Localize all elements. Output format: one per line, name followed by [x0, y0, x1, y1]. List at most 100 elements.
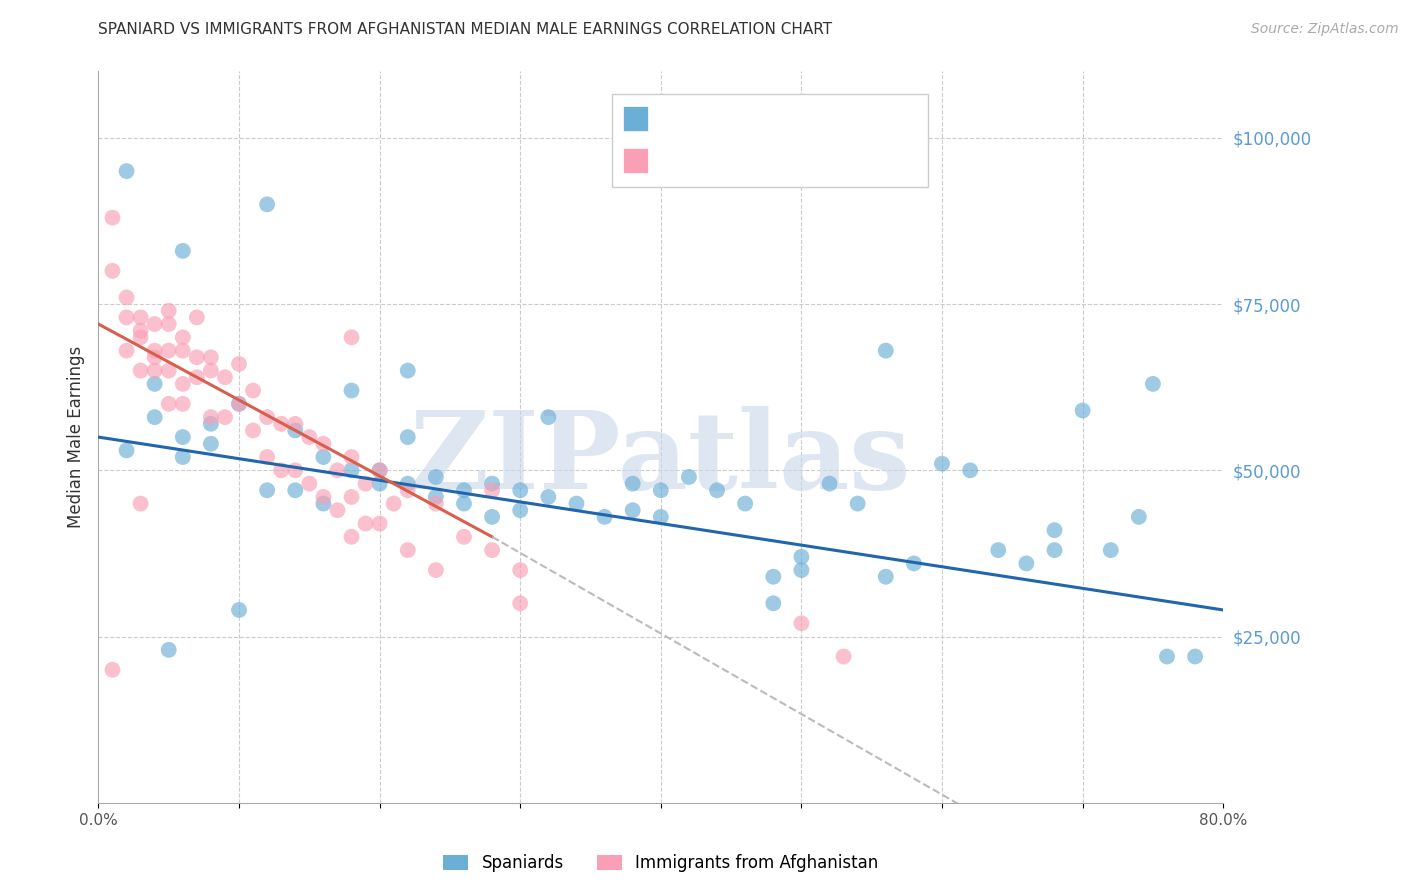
Point — [157, 643, 180, 657]
Point — [101, 264, 124, 278]
Point — [284, 424, 307, 438]
Text: R =: R = — [657, 153, 690, 168]
Point — [650, 509, 672, 524]
Point — [172, 330, 194, 344]
Point — [284, 463, 307, 477]
Point — [143, 343, 166, 358]
Point — [312, 490, 335, 504]
Point — [818, 476, 841, 491]
Point — [228, 603, 250, 617]
Point — [509, 503, 531, 517]
Point — [143, 317, 166, 331]
Point — [382, 497, 405, 511]
Point — [186, 310, 208, 325]
Point — [1015, 557, 1038, 571]
Point — [396, 363, 419, 377]
Point — [453, 497, 475, 511]
Text: R =: R = — [657, 112, 690, 126]
Point — [157, 317, 180, 331]
Point — [354, 516, 377, 531]
Point — [129, 330, 152, 344]
Text: -0.407: -0.407 — [699, 153, 754, 168]
Point — [509, 563, 531, 577]
Point — [172, 343, 194, 358]
Point — [875, 570, 897, 584]
Point — [228, 397, 250, 411]
Point — [340, 450, 363, 464]
Point — [200, 417, 222, 431]
Point — [1156, 649, 1178, 664]
Point — [143, 363, 166, 377]
Point — [172, 450, 194, 464]
Point — [1043, 543, 1066, 558]
Point — [621, 476, 644, 491]
Point — [256, 410, 278, 425]
Point — [1099, 543, 1122, 558]
Point — [481, 483, 503, 498]
Point — [157, 397, 180, 411]
Point — [790, 563, 813, 577]
Point — [172, 244, 194, 258]
Point — [1128, 509, 1150, 524]
Point — [115, 443, 138, 458]
Point — [101, 211, 124, 225]
Point — [340, 384, 363, 398]
Point — [172, 430, 194, 444]
Point — [256, 197, 278, 211]
Point — [200, 410, 222, 425]
Point — [256, 450, 278, 464]
Point — [481, 509, 503, 524]
Text: Source: ZipAtlas.com: Source: ZipAtlas.com — [1251, 22, 1399, 37]
Point — [326, 463, 349, 477]
Point — [706, 483, 728, 498]
Point — [396, 476, 419, 491]
Point — [228, 397, 250, 411]
Point — [481, 543, 503, 558]
Point — [790, 616, 813, 631]
Point — [1184, 649, 1206, 664]
Text: SPANIARD VS IMMIGRANTS FROM AFGHANISTAN MEDIAN MALE EARNINGS CORRELATION CHART: SPANIARD VS IMMIGRANTS FROM AFGHANISTAN … — [98, 22, 832, 37]
Point — [396, 430, 419, 444]
Point — [200, 436, 222, 450]
Point — [481, 476, 503, 491]
Point — [129, 324, 152, 338]
Point — [101, 663, 124, 677]
Point — [214, 410, 236, 425]
Point — [242, 384, 264, 398]
Point — [270, 417, 292, 431]
Point — [186, 370, 208, 384]
Point — [790, 549, 813, 564]
Point — [312, 497, 335, 511]
Point — [762, 570, 785, 584]
Point — [509, 596, 531, 610]
Text: N = 65: N = 65 — [786, 112, 844, 126]
Point — [143, 351, 166, 365]
Point — [312, 436, 335, 450]
Point — [846, 497, 869, 511]
Point — [832, 649, 855, 664]
Point — [425, 470, 447, 484]
Point — [987, 543, 1010, 558]
Point — [1071, 403, 1094, 417]
Point — [354, 476, 377, 491]
Point — [115, 164, 138, 178]
Point — [396, 483, 419, 498]
Point — [186, 351, 208, 365]
Point — [565, 497, 588, 511]
Point — [326, 503, 349, 517]
Point — [340, 463, 363, 477]
Point — [762, 596, 785, 610]
Point — [368, 476, 391, 491]
Point — [537, 410, 560, 425]
Point — [425, 497, 447, 511]
Text: ZIPatlas: ZIPatlas — [411, 406, 911, 512]
Point — [621, 503, 644, 517]
Point — [368, 463, 391, 477]
Point — [242, 424, 264, 438]
Point — [143, 376, 166, 391]
Point — [284, 483, 307, 498]
Y-axis label: Median Male Earnings: Median Male Earnings — [66, 346, 84, 528]
Point — [129, 310, 152, 325]
Point — [1142, 376, 1164, 391]
Legend: Spaniards, Immigrants from Afghanistan: Spaniards, Immigrants from Afghanistan — [436, 847, 886, 879]
